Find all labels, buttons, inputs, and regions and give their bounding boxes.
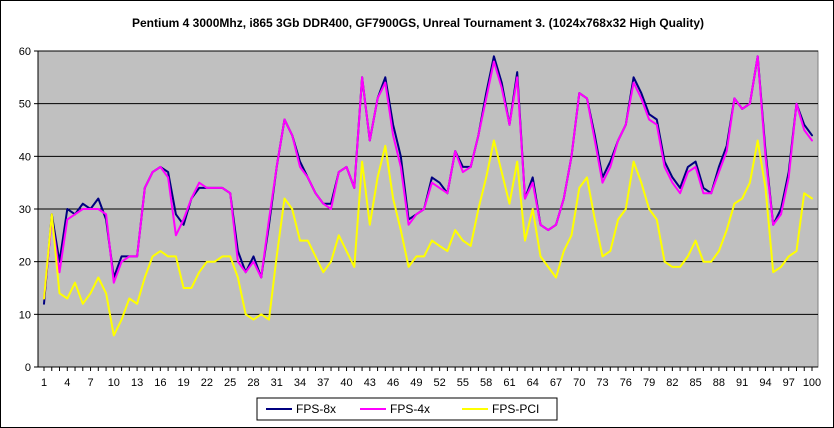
- x-tick-label: 70: [573, 377, 585, 389]
- legend-box: [256, 397, 558, 421]
- series-line-fps-4x: [43, 55, 813, 300]
- gridlines: [38, 50, 818, 315]
- x-tick-label: 28: [247, 377, 259, 389]
- x-tick-label: 61: [503, 377, 515, 389]
- x-tick-label: 34: [294, 377, 306, 389]
- x-tick-label: 58: [480, 377, 492, 389]
- x-tick-label: 16: [154, 377, 166, 389]
- x-tick-label: 31: [271, 377, 283, 389]
- y-tick-label: 20: [19, 257, 31, 269]
- x-tick-label: 88: [713, 377, 725, 389]
- x-tick-label: 73: [596, 377, 608, 389]
- x-tick-label: 4: [64, 377, 70, 389]
- x-tick-label: 13: [131, 377, 143, 389]
- y-tick-label: 10: [19, 309, 31, 321]
- x-tick-label: 85: [690, 377, 702, 389]
- x-tick-label: 97: [783, 377, 795, 389]
- x-tick-label: 40: [340, 377, 352, 389]
- x-tick-label: 7: [87, 377, 93, 389]
- x-tick-label: 19: [178, 377, 190, 389]
- x-tick-label: 94: [759, 377, 771, 389]
- y-tick-label: 40: [19, 151, 31, 163]
- y-tick-label: 0: [25, 362, 31, 374]
- legend-label: FPS-4x: [390, 402, 430, 416]
- legend: FPS-8x FPS-4x FPS-PCI: [256, 397, 558, 421]
- x-tick-label: 49: [410, 377, 422, 389]
- x-tick-label: 1: [41, 377, 47, 389]
- y-tick-label: 50: [19, 99, 31, 111]
- x-tick-label: 52: [434, 377, 446, 389]
- x-tick-label: 91: [736, 377, 748, 389]
- legend-label: FPS-PCI: [492, 402, 539, 416]
- x-tick-label: 64: [527, 377, 539, 389]
- axes: 0 10 20 30 40 50 60 1 4 7 10 13 16 19 22 25 28 31 34 37 40 43…: [19, 46, 821, 389]
- y-tick-label: 60: [19, 46, 31, 58]
- x-tick-label: 46: [387, 377, 399, 389]
- x-tick-label: 22: [201, 377, 213, 389]
- x-tick-label: 76: [620, 377, 632, 389]
- x-tick-label: 82: [666, 377, 678, 389]
- x-tick-label: 37: [317, 377, 329, 389]
- series-lines: [43, 55, 813, 337]
- series-line-fps-pci: [43, 139, 813, 337]
- x-tick-label: 43: [364, 377, 376, 389]
- x-tick-label: 55: [457, 377, 469, 389]
- x-tick-label: 25: [224, 377, 236, 389]
- x-tick-label: 79: [643, 377, 655, 389]
- x-tick-label: 67: [550, 377, 562, 389]
- y-tick-label: 30: [19, 204, 31, 216]
- legend-label: FPS-8x: [296, 402, 336, 416]
- chart-title: Pentium 4 3000Mhz, i865 3Gb DDR400, GF79…: [132, 16, 704, 30]
- x-tick-label: 100: [803, 377, 821, 389]
- x-tick-label: 10: [108, 377, 120, 389]
